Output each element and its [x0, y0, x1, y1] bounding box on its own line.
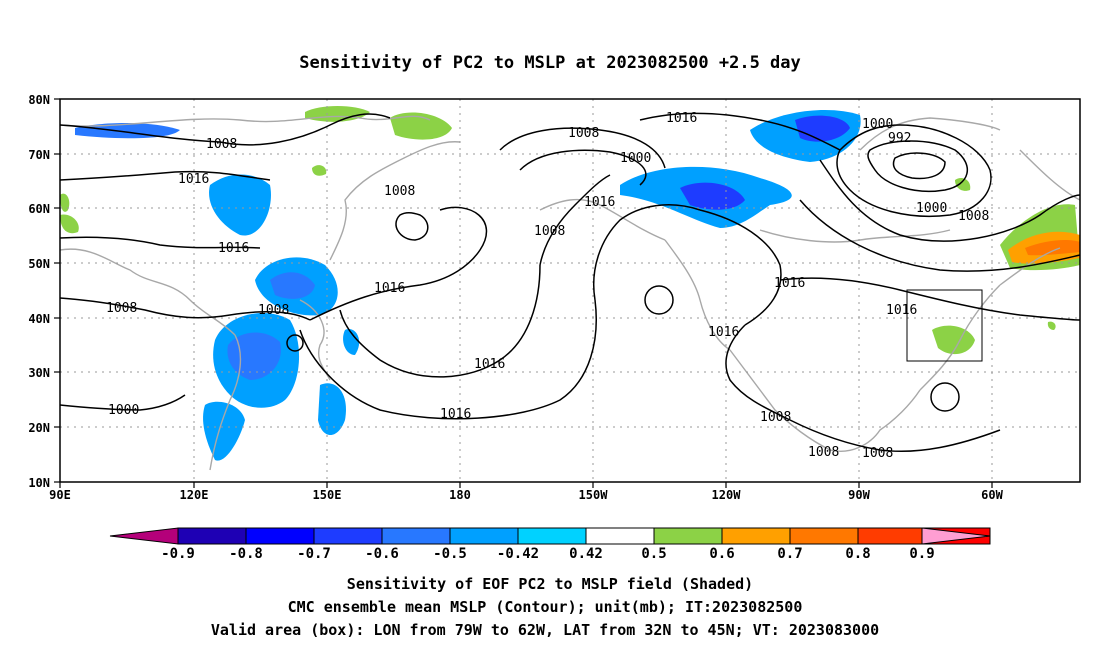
gridlines	[60, 99, 1080, 482]
lat-tick-label: 10N	[28, 476, 50, 490]
contour-label: 1000	[862, 117, 893, 132]
lat-tick-label: 30N	[28, 366, 50, 380]
contour-label: 1008	[958, 209, 989, 224]
contour-label: 1008	[568, 126, 599, 141]
positive-sensitivity-patch	[60, 214, 79, 234]
lat-tick-label: 40N	[28, 312, 50, 326]
contour-label: 1008	[258, 303, 289, 318]
contour-label: 1016	[474, 357, 505, 372]
negative-sensitivity-patch	[227, 332, 281, 380]
colorbar-cell	[449, 527, 519, 545]
colorbar-label: 0.8	[845, 546, 870, 562]
contour-label: 1016	[584, 195, 615, 210]
positive-sensitivity-patch	[955, 178, 971, 191]
contour-label: 1016	[886, 303, 917, 318]
positive-sensitivity-patch	[60, 193, 70, 212]
caption-line-3: Valid area (box): LON from 79W to 62W, L…	[211, 621, 879, 639]
contour-label: 1008	[106, 301, 137, 316]
contour-label: 1008	[760, 410, 791, 425]
negative-sensitivity-patch	[203, 401, 245, 461]
colorbar-cell	[857, 527, 927, 545]
colorbar-cell	[517, 527, 587, 545]
contour-label: 1008	[534, 224, 565, 239]
contour-labels: 1008 1016 1016 1008 1008 1000 1008 1016 …	[106, 111, 989, 461]
caption-line-1: Sensitivity of EOF PC2 to MSLP field (Sh…	[347, 575, 753, 593]
colorbar-cell	[177, 527, 247, 545]
contour-label: 992	[888, 131, 911, 146]
lon-tick-label: 150W	[579, 488, 609, 502]
negative-sensitivity-patch	[318, 383, 346, 435]
axis-ticks	[54, 98, 993, 488]
colorbar-cell	[789, 527, 859, 545]
mslp-contour-layer	[59, 112, 1081, 453]
negative-sensitivity-patch	[270, 272, 315, 299]
negative-sensitivity-patch	[680, 182, 745, 210]
figure-title: Sensitivity of PC2 to MSLP at 2023082500…	[299, 53, 801, 73]
contour-label: 1016	[440, 407, 471, 422]
contour-label: 1016	[218, 241, 249, 256]
positive-sensitivity-patch	[312, 165, 327, 176]
colorbar-cell	[585, 527, 655, 545]
positive-sensitivity-patch	[1025, 240, 1080, 256]
colorbar-cell	[313, 527, 383, 545]
contour-label: 1016	[666, 111, 697, 126]
colorbar-cell	[653, 527, 723, 545]
colorbar-label: -0.8	[229, 546, 263, 562]
lon-tick-label: 150E	[313, 488, 342, 502]
colorbar-cell	[381, 527, 451, 545]
lat-tick-label: 60N	[28, 202, 50, 216]
contour-label: 1008	[808, 445, 839, 460]
lon-tick-label: 180	[449, 488, 471, 502]
negative-sensitivity-patch	[209, 174, 271, 236]
contour-label: 1000	[108, 403, 139, 418]
colorbar-label: -0.7	[297, 546, 331, 562]
lon-tick-label: 120W	[712, 488, 742, 502]
contour-label: 1016	[178, 172, 209, 187]
colorbar-cell	[721, 527, 791, 545]
contour-label: 1016	[374, 281, 405, 296]
colorbar-label: 0.42	[569, 546, 603, 562]
lon-tick-label: 90E	[49, 488, 71, 502]
lat-tick-label: 70N	[28, 148, 50, 162]
map-border	[59, 98, 1081, 483]
colorbar-low-triangle	[109, 527, 179, 545]
contour-label: 1000	[916, 201, 947, 216]
contour-label: 1008	[206, 137, 237, 152]
lat-tick-label: 20N	[28, 421, 50, 435]
contour-label: 1000	[620, 151, 651, 166]
negative-sensitivity-patch	[343, 329, 360, 355]
lon-tick-label: 90W	[848, 488, 870, 502]
lat-tick-label: 80N	[28, 93, 50, 107]
colorbar-label: 0.7	[777, 546, 802, 562]
colorbar-cell	[245, 527, 315, 545]
colorbar-label: -0.42	[497, 546, 539, 562]
contour-label: 1016	[774, 276, 805, 291]
negative-sensitivity-patch	[75, 123, 180, 139]
longitude-labels: 90E 120E 150E 180 150W 120W 90W 60W	[49, 488, 1003, 502]
contour-label: 1008	[862, 446, 893, 461]
figure-caption: Sensitivity of EOF PC2 to MSLP field (Sh…	[211, 575, 879, 639]
contour-label: 1008	[384, 184, 415, 199]
colorbar-label: -0.9	[161, 546, 195, 562]
lat-tick-label: 50N	[28, 257, 50, 271]
colorbar-label: 0.6	[709, 546, 734, 562]
positive-sensitivity-patch	[390, 112, 452, 140]
lon-tick-label: 60W	[981, 488, 1003, 502]
colorbar-cells	[177, 527, 991, 545]
colorbar-label: 0.5	[641, 546, 666, 562]
caption-line-2: CMC ensemble mean MSLP (Contour); unit(m…	[288, 598, 803, 616]
colorbar-labels: -0.9 -0.8 -0.7 -0.6 -0.5 -0.42 0.42 0.5 …	[161, 546, 935, 562]
colorbar-label: 0.9	[909, 546, 934, 562]
lon-tick-label: 120E	[180, 488, 209, 502]
colorbar: -0.9 -0.8 -0.7 -0.6 -0.5 -0.42 0.42 0.5 …	[109, 527, 991, 562]
colorbar-label: -0.5	[433, 546, 467, 562]
latitude-labels: 80N 70N 60N 50N 40N 30N 20N 10N	[28, 93, 50, 490]
positive-sensitivity-patch	[1047, 321, 1056, 330]
valid-area-box	[906, 289, 983, 362]
colorbar-label: -0.6	[365, 546, 399, 562]
contour-label: 1016	[708, 325, 739, 340]
colorbar-high-triangle	[921, 527, 991, 545]
